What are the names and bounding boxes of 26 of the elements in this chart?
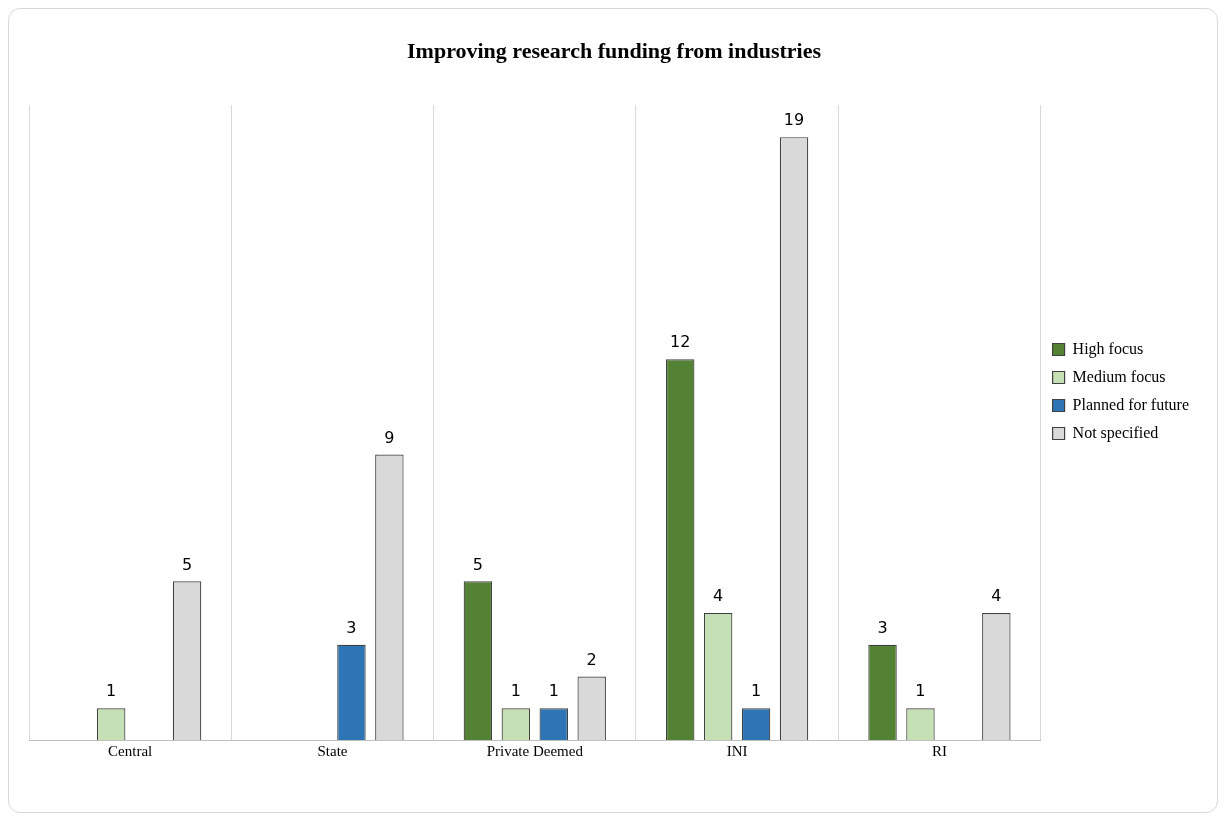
x-tick-label: Central xyxy=(108,742,153,759)
legend-label: Not specified xyxy=(1072,423,1159,442)
data-label: 3 xyxy=(346,617,357,637)
data-label: 1 xyxy=(106,681,117,701)
data-label: 1 xyxy=(915,681,926,701)
data-label: 2 xyxy=(586,649,597,669)
data-label: 19 xyxy=(783,110,805,130)
data-label: 1 xyxy=(548,681,559,701)
data-label: 5 xyxy=(472,554,483,574)
legend-label: Planned for future xyxy=(1072,395,1189,413)
data-label: 5 xyxy=(181,554,193,574)
x-tick-label: State xyxy=(317,742,348,759)
data-label: 9 xyxy=(384,427,395,447)
chart-frame: High focus Medium focus Planned for future Not specified Improving research funding from industries Central State Private Deemed INI RI 5 12 3 1 1 4 1 3 1 1 5 9 2 19 4 xyxy=(8,8,1218,813)
data-label: 12 xyxy=(670,332,691,352)
chart-title: Improving research funding from industries xyxy=(407,37,822,63)
legend-label: High focus xyxy=(1072,339,1144,358)
data-label: 1 xyxy=(750,681,762,701)
legend-label: Medium focus xyxy=(1072,367,1166,385)
x-tick-label: Private Deemed xyxy=(486,742,584,759)
data-label: 4 xyxy=(991,586,1002,606)
data-label: 3 xyxy=(877,617,888,637)
x-tick-label: RI xyxy=(931,742,947,759)
data-label: 4 xyxy=(713,586,724,606)
x-tick-label: INI xyxy=(726,742,748,759)
data-label: 1 xyxy=(510,681,521,701)
